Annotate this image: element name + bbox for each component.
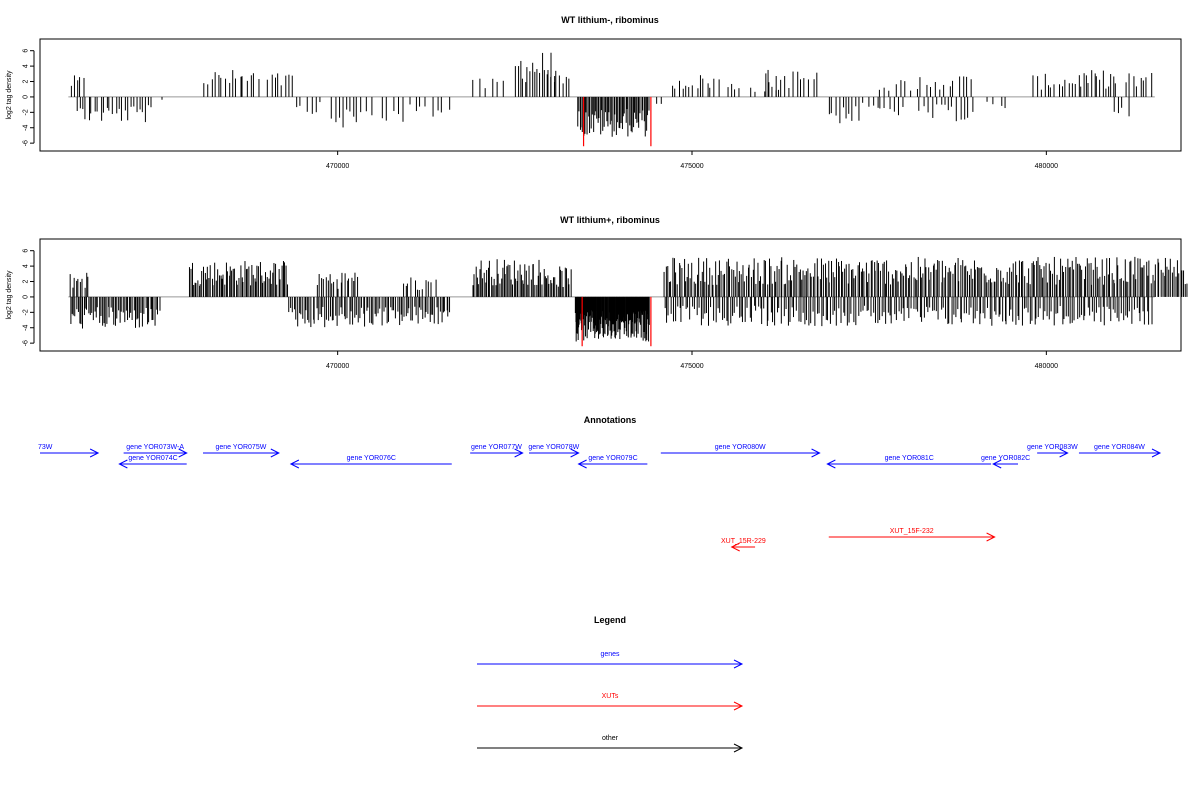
panel-title: WT lithium+, ribominus	[560, 215, 660, 225]
y-axis-label: log2 tag density	[6, 270, 13, 320]
density-bars	[68, 52, 1155, 147]
y-tick-label: -2	[23, 309, 30, 315]
legend-label: genes	[600, 651, 620, 658]
feature-arrow-head	[570, 448, 580, 458]
y-axis: -6 -4 -2 0 2 4 6	[23, 49, 35, 146]
feature-label: gene YOR081C	[885, 455, 934, 462]
x-tick-label: 475000	[680, 163, 703, 170]
legend-title: Legend	[594, 615, 626, 625]
legend-item-xuts: XUTs	[477, 693, 744, 711]
feature-label: gene YOR078W	[528, 444, 579, 451]
feature-gene-yor074c: gene YOR074C	[118, 455, 187, 469]
x-tick-label: 480000	[1035, 363, 1058, 370]
feature-xut-15f-232: XUT_15F-232	[828, 528, 996, 542]
feature-arrow-head	[733, 659, 744, 669]
y-tick-label: 2	[23, 279, 30, 283]
feature-arrow-head	[178, 448, 188, 458]
feature-arrow-head	[270, 448, 280, 458]
feature-arrow-head	[118, 459, 128, 469]
feature-arrows: 73W gene YOR073W-A gene YOR074C gene YOR075…	[38, 444, 1162, 552]
feature-label: gene YOR074C	[128, 455, 177, 462]
y-tick-label: -2	[23, 109, 30, 115]
annotations-title: Annotations	[584, 415, 637, 425]
y-tick-label: -6	[23, 340, 30, 346]
feature-gene-yor076c: gene YOR076C	[289, 455, 452, 469]
y-tick-label: 2	[23, 79, 30, 83]
feature-gene-yor078w: gene YOR078W	[528, 444, 580, 458]
feature-gene-yor077w: gene YOR077W	[470, 444, 524, 458]
feature-arrow-head	[733, 701, 744, 711]
feature-label: XUT_15R-229	[721, 538, 766, 545]
feature-xut-15r-229: XUT_15R-229	[721, 538, 766, 552]
feature-arrow-head	[811, 448, 821, 458]
feature-arrow-head	[992, 459, 1002, 469]
y-tick-label: 0	[23, 295, 30, 299]
x-axis: 470000 475000 480000	[326, 151, 1058, 170]
y-tick-label: 4	[23, 64, 30, 68]
feature-arrow-head	[986, 532, 996, 542]
x-tick-label: 475000	[680, 363, 703, 370]
feature-73w: 73W	[38, 444, 100, 458]
feature-arrow-head	[733, 743, 744, 753]
feature-arrow-head	[577, 459, 587, 469]
y-tick-label: 6	[23, 49, 30, 53]
feature-label: XUT_15F-232	[890, 528, 934, 535]
y-tick-label: 6	[23, 249, 30, 253]
legend-label: other	[602, 735, 619, 742]
legend-item-other: other	[477, 735, 744, 753]
feature-label: gene YOR080W	[715, 444, 766, 451]
x-axis: 470000 475000 480000	[326, 351, 1058, 370]
annotations-panel: Annotations 73W gene YOR073W-A gene YOR074…	[38, 415, 1162, 552]
y-axis-label: log2 tag density	[6, 70, 13, 120]
x-tick-label: 470000	[326, 363, 349, 370]
feature-gene-yor084w: gene YOR084W	[1078, 444, 1162, 458]
feature-label: gene YOR083W	[1027, 444, 1078, 451]
legend: Legend genes XUTs other	[477, 615, 744, 753]
density-bars	[68, 256, 1188, 347]
feature-label: gene YOR073W-A	[126, 444, 184, 451]
plot-frame	[39, 38, 1182, 152]
feature-arrow-head	[1151, 448, 1162, 458]
feature-arrow-head	[514, 448, 524, 458]
feature-label: gene YOR084W	[1094, 444, 1145, 451]
track-panel-lithium-plus: WT lithium+, ribominus log2 tag density …	[6, 215, 1188, 370]
y-tick-label: 4	[23, 264, 30, 268]
feature-gene-yor083w: gene YOR083W	[1027, 444, 1078, 458]
feature-label: gene YOR079C	[588, 455, 637, 462]
feature-gene-yor080w: gene YOR080W	[660, 444, 821, 458]
feature-arrow-head	[730, 542, 740, 552]
x-tick-label: 470000	[326, 163, 349, 170]
y-tick-label: -6	[23, 140, 30, 146]
feature-label: gene YOR082C	[981, 455, 1030, 462]
feature-gene-yor082c: gene YOR082C	[981, 455, 1030, 469]
feature-gene-yor073w-a: gene YOR073W-A	[123, 444, 188, 458]
y-tick-label: -4	[23, 325, 30, 331]
feature-label: 73W	[38, 444, 53, 451]
feature-arrow-head	[89, 448, 100, 458]
legend-label: XUTs	[602, 693, 619, 700]
panel-title: WT lithium-, ribominus	[561, 15, 659, 25]
feature-arrow-head	[826, 459, 836, 469]
feature-arrow-head	[1059, 448, 1069, 458]
feature-gene-yor075w: gene YOR075W	[203, 444, 280, 458]
track-panel-lithium-minus: WT lithium-, ribominus log2 tag density …	[6, 15, 1182, 170]
feature-gene-yor081c: gene YOR081C	[826, 455, 992, 469]
feature-arrow-head	[289, 459, 300, 469]
x-tick-label: 480000	[1035, 163, 1058, 170]
y-tick-label: -4	[23, 125, 30, 131]
y-tick-label: 0	[23, 95, 30, 99]
legend-item-genes: genes	[477, 651, 744, 669]
feature-label: gene YOR075W	[215, 444, 266, 451]
feature-label: gene YOR076C	[347, 455, 396, 462]
feature-label: gene YOR077W	[471, 444, 522, 451]
y-axis: -6 -4 -2 0 2 4 6	[23, 249, 35, 346]
legend-items: genes XUTs other	[477, 651, 744, 753]
feature-gene-yor079c: gene YOR079C	[577, 455, 648, 469]
